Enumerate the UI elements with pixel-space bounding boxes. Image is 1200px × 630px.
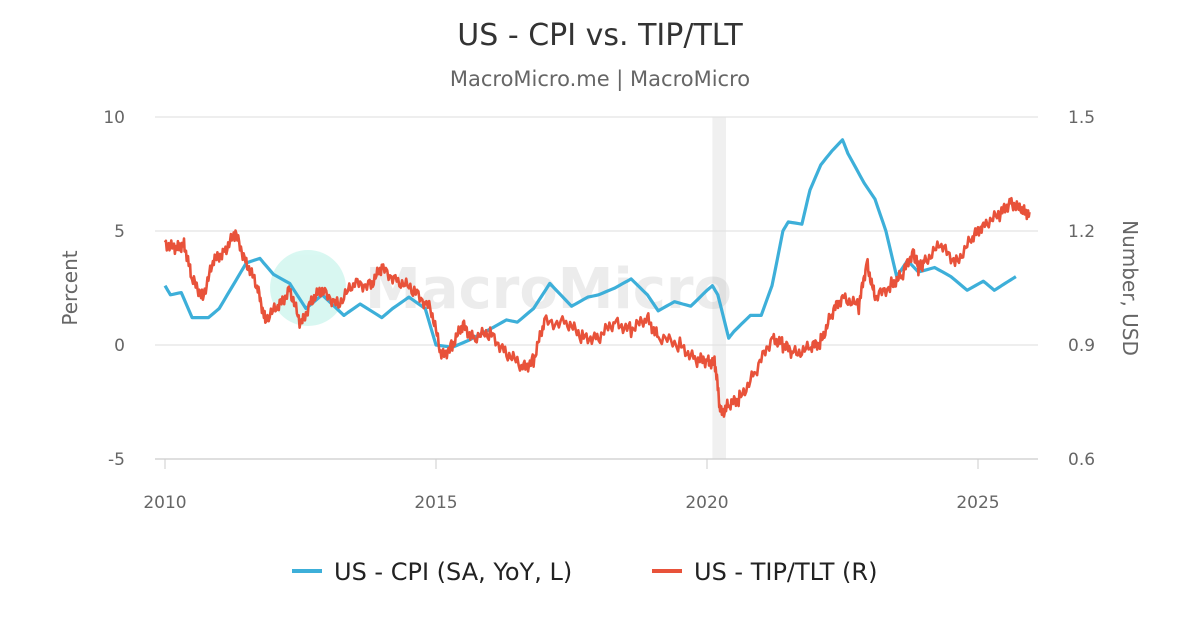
- series-layer: [163, 138, 1031, 418]
- y-right-tick-label: 1.5: [1068, 108, 1095, 128]
- x-tick-label: 2010: [143, 493, 186, 513]
- x-tick-label: 2015: [414, 493, 457, 513]
- y-left-title: Percent: [58, 250, 82, 325]
- x-tick-label: 2025: [956, 493, 999, 513]
- chart-title: US - CPI vs. TIP/TLT: [457, 18, 743, 53]
- watermark-logo-icon: [270, 250, 346, 326]
- x-tick-label: 2020: [685, 493, 728, 513]
- series-line-cpi: [163, 138, 1017, 349]
- watermark-text: MacroMicro: [365, 257, 732, 322]
- y-right-tick-label: 0.6: [1068, 450, 1095, 470]
- legend-item-tip-tlt[interactable]: US - TIP/TLT (R): [652, 558, 877, 586]
- y-left-tick-label: -5: [108, 450, 125, 470]
- y-left-tick-label: 0: [114, 336, 125, 356]
- chart-subtitle: MacroMicro.me | MacroMicro: [450, 67, 750, 92]
- watermark: MacroMicro: [270, 250, 732, 326]
- legend-label-cpi: US - CPI (SA, YoY, L): [334, 558, 572, 586]
- grid-layer: [155, 116, 1038, 460]
- y-left-tick-label: 5: [114, 222, 125, 242]
- y-right-title: Number, USD: [1118, 220, 1142, 356]
- legend-item-cpi[interactable]: US - CPI (SA, YoY, L): [292, 558, 572, 586]
- legend: US - CPI (SA, YoY, L) US - TIP/TLT (R): [292, 558, 877, 586]
- axis-layer: 10 5 0 -5 1.5 1.2 0.9 0.6 2010 2015 2020 2025: [103, 108, 1095, 513]
- y-left-tick-label: 10: [103, 108, 125, 128]
- legend-label-tip-tlt: US - TIP/TLT (R): [694, 558, 877, 586]
- series-line-tip-tlt: [163, 196, 1031, 418]
- y-right-tick-label: 0.9: [1068, 336, 1095, 356]
- y-right-tick-label: 1.2: [1068, 222, 1095, 242]
